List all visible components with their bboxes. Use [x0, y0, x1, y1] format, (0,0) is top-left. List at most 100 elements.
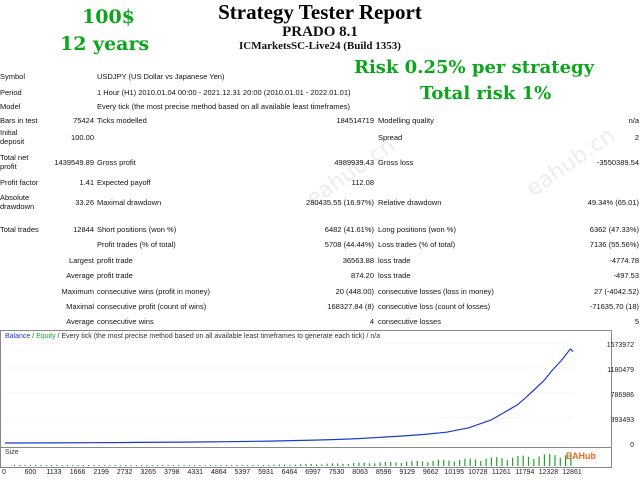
size-bar: [506, 460, 508, 466]
y-tick-label: 1573972: [606, 342, 634, 349]
size-bar: [315, 464, 318, 466]
avg-consecutive-losses-label: consecutive losses: [378, 317, 441, 326]
x-tick-label: 1666: [69, 469, 86, 476]
size-bar: [406, 461, 408, 466]
size-bar: [459, 459, 461, 466]
size-bar: [183, 465, 185, 466]
size-bar: [278, 464, 281, 466]
size-bar: [337, 463, 339, 466]
size-bar: [209, 465, 212, 466]
quality-value: n/a: [628, 116, 639, 125]
profittrades-label: Profit trades (% of total): [97, 240, 176, 249]
size-bar: [384, 461, 387, 466]
max-consecutive-losses-label: consecutive losses (loss in money): [378, 287, 494, 296]
size-bar: [453, 461, 455, 466]
size-bar: [517, 455, 519, 466]
size-bar: [501, 458, 503, 466]
x-axis-ticks: 0 600 1133 1666 2199 2732 3265 3798 4331 4864 5397…: [0, 469, 612, 480]
size-bar: [50, 465, 53, 466]
x-tick-label: 3265: [140, 469, 156, 476]
size-bar: [368, 463, 371, 466]
largest-loss-label: loss trade: [378, 256, 411, 265]
deposit-label: Initial deposit: [0, 128, 25, 146]
size-bar: [40, 465, 42, 466]
x-tick-label: 9662: [422, 469, 439, 476]
size-bar: [82, 465, 84, 466]
y-tick-label: 393493: [610, 417, 634, 424]
long-value: 6362 (47.33%): [589, 225, 639, 234]
max-consecutive-losses-value: 27 (-4042.52): [593, 287, 639, 296]
size-bar: [559, 457, 561, 466]
size-bar: [411, 460, 413, 466]
legend-equity: Equity: [36, 333, 56, 340]
size-bar: [474, 459, 477, 466]
y-axis-ticks: 1573972 1180479 786986 393493 0: [604, 334, 634, 449]
size-bar: [464, 458, 466, 466]
size-bar: [35, 465, 37, 466]
size-bar: [167, 465, 169, 466]
size-bar: [257, 464, 259, 466]
size-bar: [241, 465, 243, 466]
period-label: Period: [0, 88, 22, 97]
report-subtitle: PRADO 8.1: [282, 24, 358, 40]
size-bar: [554, 455, 556, 466]
spread-label: Spread: [378, 133, 403, 142]
size-bar: [130, 465, 132, 466]
x-tick-label: 5931: [258, 469, 274, 476]
report-server: ICMarketsSC-Live24 (Build 1353): [239, 40, 401, 52]
size-chart: Size: [0, 448, 612, 468]
size-bar: [326, 463, 328, 466]
avg-consecutive-wins-value: 4: [369, 317, 374, 326]
size-bar: [432, 460, 434, 466]
x-tick-label: 11794: [515, 469, 535, 476]
size-bar: [379, 462, 381, 466]
size-bar: [56, 465, 58, 466]
x-tick-label: 9129: [399, 469, 415, 476]
x-tick-label: 3798: [163, 469, 180, 476]
maximal-consecutive-profit-value: 168327.84 (8): [327, 302, 374, 311]
grossprofit-label: Gross profit: [97, 158, 136, 167]
x-tick-label: 4331: [187, 469, 204, 476]
promo-years: 12 years: [60, 33, 150, 55]
size-bar: [395, 462, 397, 466]
size-bar: [390, 461, 392, 466]
x-tick-label: 7530: [328, 469, 345, 476]
x-tick-label: 8063: [352, 469, 368, 476]
size-bar: [93, 465, 95, 466]
size-bar: [543, 454, 546, 466]
size-bar: [98, 465, 100, 466]
size-bar: [247, 464, 249, 466]
payoff-value: 112.08: [351, 178, 374, 187]
maximum-label: Maximum: [61, 287, 94, 296]
size-bar: [24, 465, 26, 466]
bars-label: Bars in test: [0, 116, 38, 125]
payoff-label: Expected payoff: [97, 178, 151, 187]
spread-value: 2: [634, 133, 639, 142]
netprofit-value: 1439549.89: [54, 158, 94, 167]
size-bar: [109, 465, 111, 466]
deposit-value: 100.00: [71, 133, 94, 142]
size-bar: [305, 463, 307, 466]
x-tick-label: 12328: [538, 469, 559, 476]
maximal-label: Maximal: [66, 302, 94, 311]
size-bar: [141, 465, 143, 466]
size-bar: [13, 465, 16, 466]
size-bar: [88, 465, 90, 466]
size-bar: [194, 465, 196, 466]
losstrades-value: 7136 (55.56%): [589, 240, 639, 249]
size-bar: [162, 465, 164, 466]
size-bar: [512, 457, 514, 466]
ticks-value: 184514719: [336, 116, 374, 125]
size-bar: [273, 464, 275, 466]
size-bar: [490, 457, 493, 466]
size-bar: [284, 464, 286, 466]
max-consecutive-wins-value: 20 (448.00): [335, 287, 374, 296]
eahub-logo: EAHub: [566, 451, 596, 461]
size-bar: [114, 465, 116, 466]
x-tick-label: 2199: [93, 469, 109, 476]
maximal-consecutive-profit-label: consecutive profit (count of wins): [97, 302, 207, 311]
grossloss-value: -3550389.54: [596, 158, 639, 167]
pf-label: Profit factor: [0, 178, 39, 187]
x-tick-label: 10728: [468, 469, 488, 476]
size-bar: [225, 465, 228, 466]
